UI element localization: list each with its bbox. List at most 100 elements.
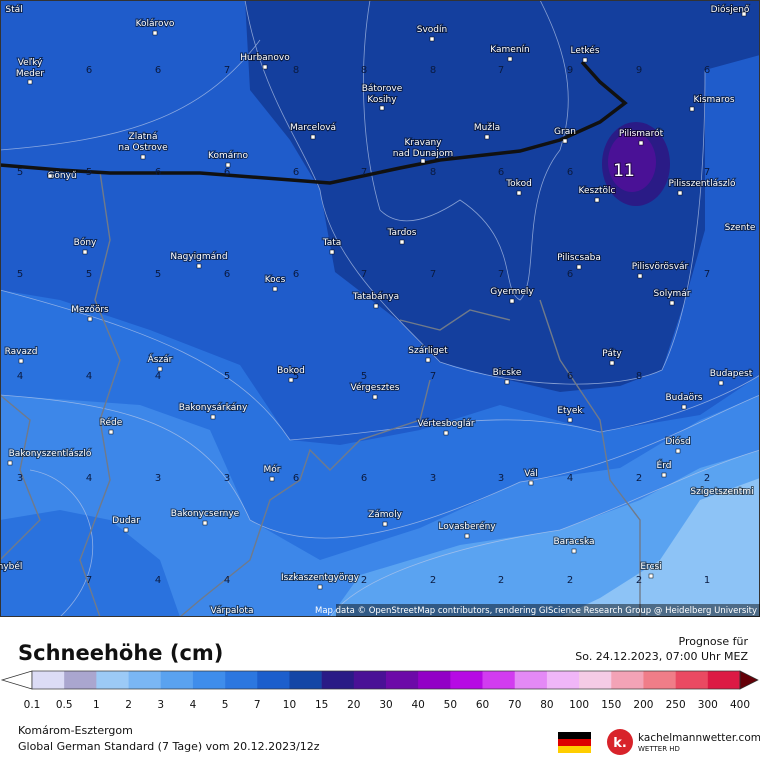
place-dot	[18, 358, 24, 364]
grid-value: 6	[86, 65, 92, 76]
place-dot	[425, 357, 431, 363]
place-dot	[7, 460, 13, 466]
place-label: Vál	[524, 469, 537, 479]
forecast-label: Prognose für	[679, 635, 749, 648]
legend-label: 60	[476, 699, 489, 711]
place-dot	[677, 190, 683, 196]
grid-value: 4	[155, 371, 161, 382]
grid-value: 6	[155, 65, 161, 76]
legend-swatch	[611, 671, 644, 689]
place-label: Baracska	[553, 537, 594, 547]
place-dot	[504, 379, 510, 385]
place-label: Kravany	[405, 138, 443, 148]
map-credit: Map data © OpenStreetMap contributors, r…	[315, 606, 757, 616]
place-label: Piliscsaba	[557, 253, 601, 263]
legend-label: 20	[347, 699, 360, 711]
grid-value: 9	[636, 65, 642, 76]
grid-value: 7	[361, 269, 367, 280]
grid-value: 8	[293, 65, 299, 76]
legend-swatch	[514, 671, 548, 689]
brand-icon: k.	[613, 736, 627, 751]
grid-value: 2	[567, 575, 573, 586]
place-label: nybél	[0, 561, 22, 572]
grid-value: 6	[224, 269, 230, 280]
borders	[0, 171, 641, 617]
place-label: Vértesboglár	[417, 418, 474, 429]
legend-label: 15	[315, 699, 328, 711]
place-label: Bóny	[74, 237, 97, 248]
model-run: Global German Standard (7 Tage) vom 20.1…	[18, 740, 320, 753]
grid-value: 3	[224, 473, 230, 484]
place-label: Szárliget	[408, 346, 448, 356]
place-dot	[689, 106, 695, 112]
place-dot	[420, 158, 426, 164]
legend-label: 400	[730, 699, 750, 711]
legend-swatch	[643, 671, 676, 689]
legend-label: 70	[508, 699, 521, 711]
legend-swatch	[64, 671, 97, 689]
grid-value: 2	[430, 575, 436, 586]
legend-swatch	[450, 671, 483, 689]
place-label: Szente	[725, 223, 756, 233]
place-label: Tatabánya	[352, 292, 399, 302]
grid-value: 9	[567, 65, 573, 76]
place-label: Kolárovo	[136, 19, 175, 29]
place-label: Tokod	[505, 179, 532, 189]
grid-value: 7	[704, 269, 710, 280]
place-label: Diósjenő	[711, 4, 750, 15]
legend-label: 30	[379, 699, 392, 711]
place-dot	[648, 573, 654, 579]
grid-value: 8	[430, 167, 436, 178]
legend-label: 0.1	[24, 699, 41, 711]
grid-value: 4	[86, 371, 92, 382]
place-dot	[594, 197, 600, 203]
footer: Schneehöhe (cm) Prognose für So. 24.12.2…	[0, 635, 760, 755]
credit-bg	[336, 604, 760, 617]
place-label: Diósd	[665, 436, 690, 447]
map: 6 6 7 8 8 8 7 9 9 6 5 5 6 6 6 7 8 6 6 11 7 5 5 5 6 6 7 7 7 6 7 4 4 4 5 5 5 7 6…	[0, 0, 760, 617]
place-dot	[288, 377, 294, 383]
grid-value: 4	[567, 473, 573, 484]
place-label: Iszkaszentgyörgy	[281, 573, 360, 583]
legend-swatch	[353, 671, 387, 689]
place-label: Bakonyszentlászló	[9, 448, 92, 459]
place-dot	[675, 448, 681, 454]
legend-swatch	[96, 671, 129, 689]
grid-value: 4	[155, 575, 161, 586]
place-dot	[484, 134, 490, 140]
grid-value: 3	[155, 473, 161, 484]
isolines	[0, 0, 760, 617]
place-dot	[372, 394, 378, 400]
place-dot	[429, 36, 435, 42]
legend-swatch	[192, 671, 226, 689]
places: Stál Kolárovo Hurbanovo Svodín Kamenín Letkés…	[0, 3, 757, 617]
place-label: Bakonycsernye	[171, 509, 240, 519]
grid-value: 6	[293, 269, 299, 280]
place-dot	[157, 366, 163, 372]
grid-value: 6	[293, 167, 299, 178]
place-dot	[27, 79, 33, 85]
legend-label: 4	[190, 699, 197, 711]
legend-title: Schneehöhe (cm)	[18, 641, 223, 665]
place-dot	[379, 105, 385, 111]
legend-label: 3	[157, 699, 164, 711]
flag-germany	[558, 732, 591, 753]
grid-value: 7	[86, 575, 92, 586]
place-dot	[202, 520, 208, 526]
map-shapes	[0, 0, 760, 617]
place-dot	[382, 521, 388, 527]
place-dot	[108, 429, 114, 435]
place-label: Kosihy	[367, 95, 397, 105]
place-dot	[509, 298, 515, 304]
place-dot	[464, 533, 470, 539]
legend-arrow-low	[0, 670, 33, 690]
grid-value: 7	[498, 65, 504, 76]
place-dot	[718, 380, 724, 386]
place-label: Kesztölc	[579, 186, 616, 196]
place-label: Szigetszentmi	[690, 487, 753, 497]
place-label: Mezőörs	[71, 305, 109, 315]
place-label: Tardos	[387, 228, 417, 238]
grid-value: 7	[704, 167, 710, 178]
legend-swatch	[675, 671, 709, 689]
grid-value: 3	[430, 473, 436, 484]
